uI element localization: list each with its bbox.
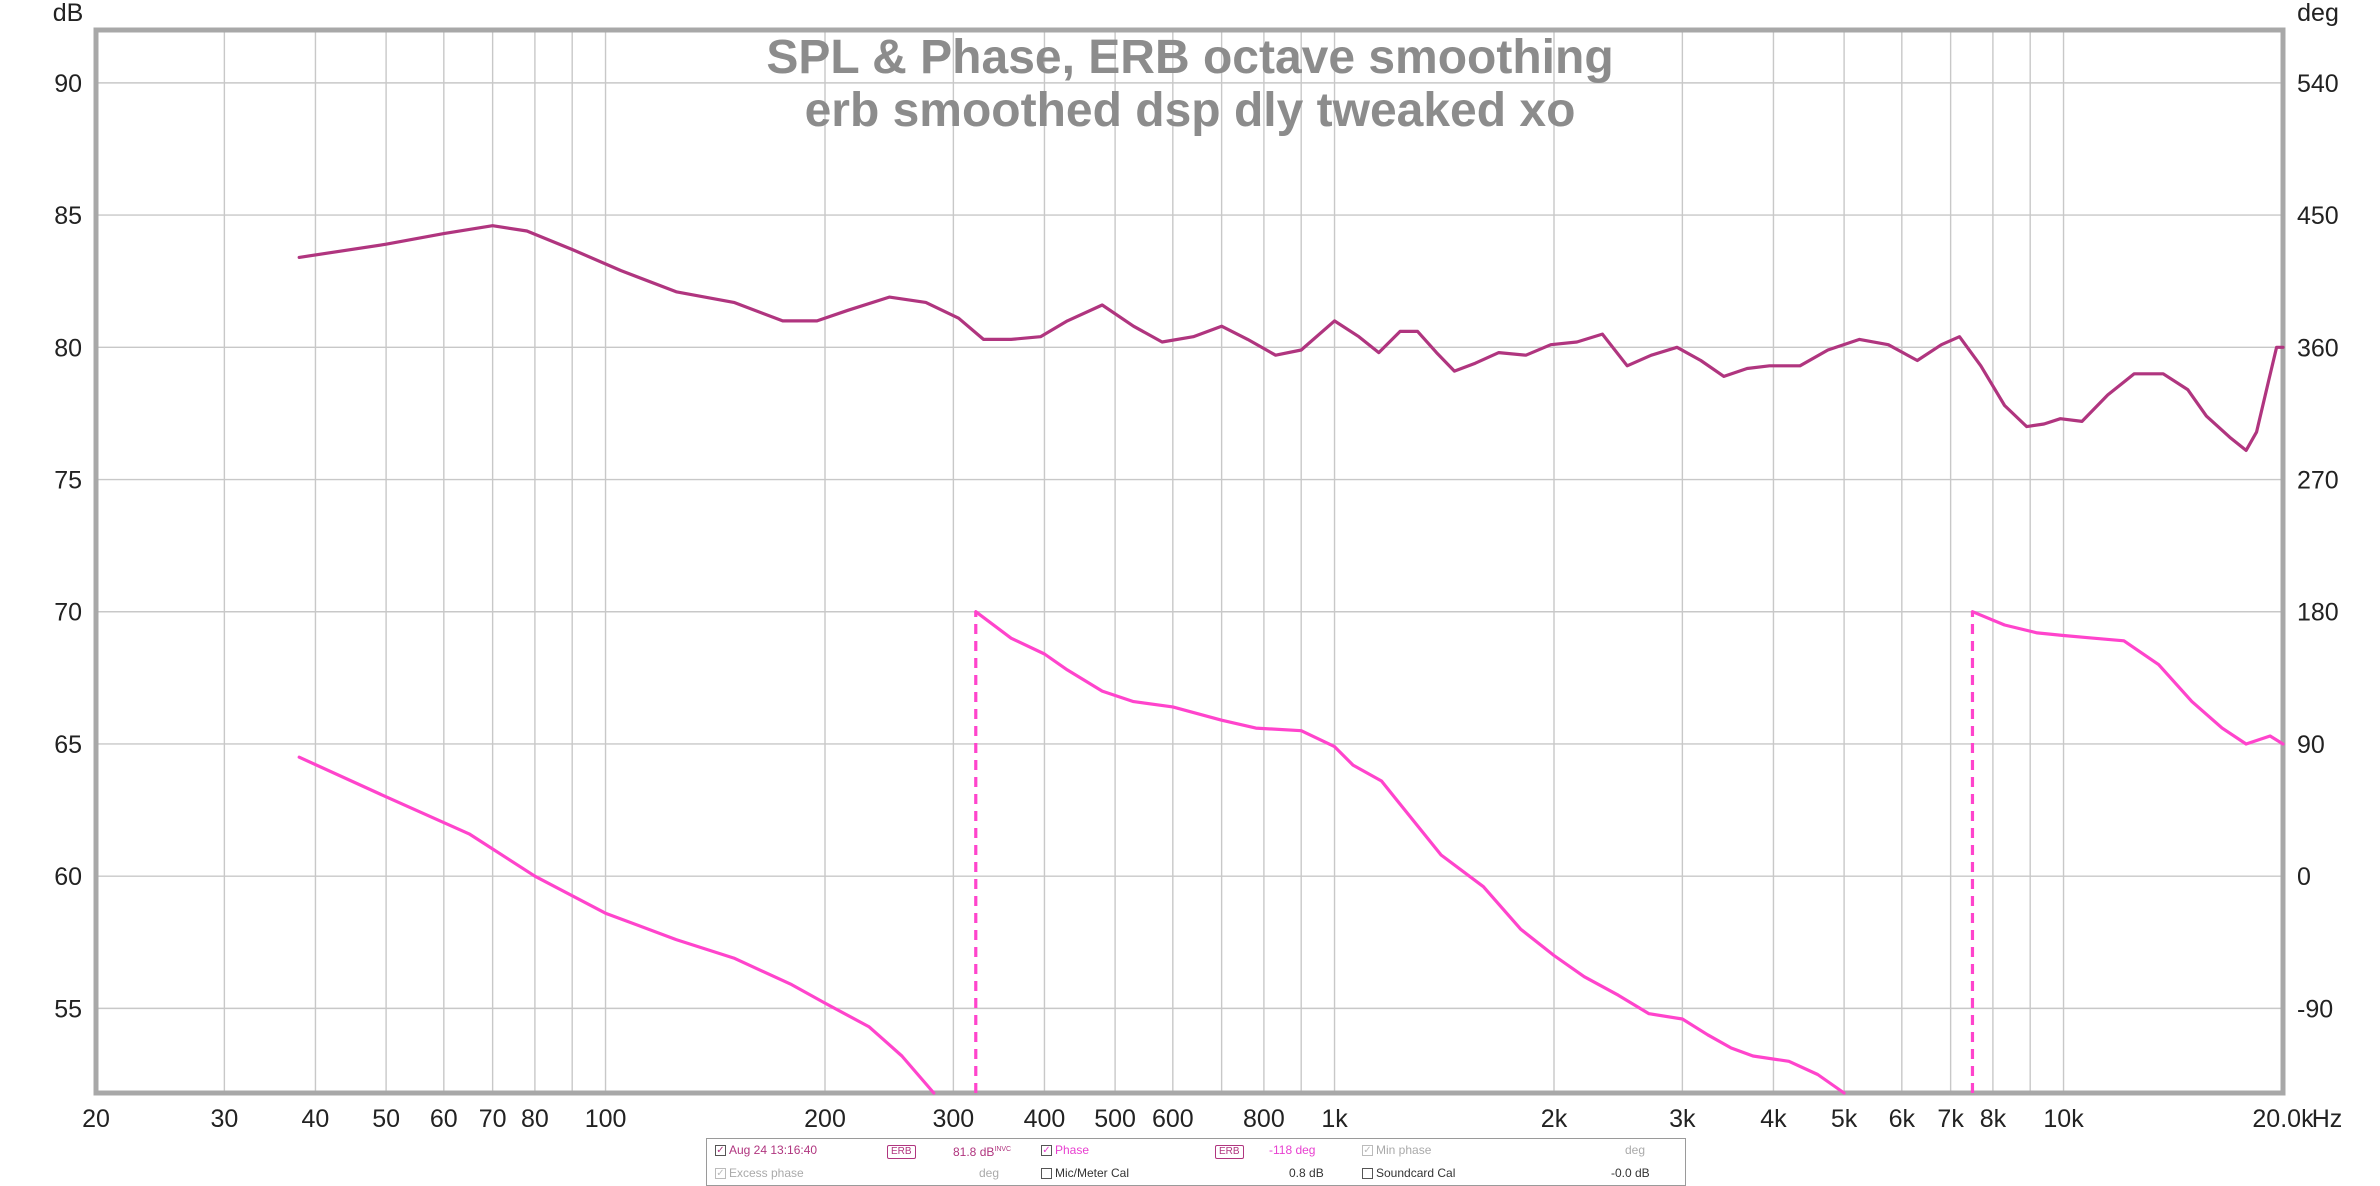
phase-label: Phase	[1055, 1143, 1090, 1157]
x-tick-label: 20	[82, 1105, 110, 1133]
y-right-tick-label: 360	[2297, 334, 2339, 362]
y-left-tick-label: 55	[54, 995, 82, 1023]
excess-phase-unit: deg	[979, 1166, 1000, 1180]
x-tick-label: 5k	[1831, 1105, 1858, 1133]
mic-cal-value: 0.8 dB	[1289, 1166, 1324, 1180]
y-right-tick-label: -90	[2297, 995, 2333, 1023]
spl-line	[297, 224, 2285, 452]
y-right-tick-label: 540	[2297, 70, 2339, 98]
chart-title: SPL & Phase, ERB octave smoothing	[766, 31, 1613, 84]
x-tick-label: 400	[1024, 1105, 1066, 1133]
soundcard-cal-value: -0.0 dB	[1611, 1166, 1650, 1180]
phase-line	[297, 610, 2285, 1095]
y-right-tick-label: 180	[2297, 599, 2339, 627]
checkbox-checked-icon[interactable]: ✓	[1362, 1145, 1373, 1157]
y-left-unit-label: dB	[53, 0, 84, 27]
series-group	[297, 224, 2285, 1095]
legend-row-1: ✓ Aug 24 13:16:40 ERB 81.8 dBINVC ✓ Phase …	[707, 1139, 1685, 1161]
mic-cal-toggle[interactable]: Mic/Meter Cal	[1041, 1166, 1129, 1180]
x-tick-label: 10k	[2043, 1105, 2084, 1133]
y-right-tick-label: 90	[2297, 731, 2325, 759]
checkbox-checked-icon[interactable]: ✓	[1041, 1145, 1052, 1157]
checkbox-checked-icon[interactable]: ✓	[715, 1145, 726, 1157]
checkbox-empty-icon[interactable]	[1041, 1168, 1052, 1180]
x-tick-label: 6k	[1889, 1105, 1916, 1133]
measurement-name: Aug 24 13:16:40	[729, 1143, 818, 1157]
y-left-tick-label: 85	[54, 202, 82, 230]
x-tick-label: 4k	[1760, 1105, 1787, 1133]
legend-row-2: ✓ Excess phase deg Mic/Meter Cal 0.8 dB S…	[707, 1162, 1685, 1184]
phase-readout: -118 deg	[1269, 1143, 1316, 1157]
x-tick-label: 20.0k	[2252, 1105, 2314, 1133]
y-left-tick-label: 60	[54, 863, 82, 891]
x-tick-label: 600	[1152, 1105, 1194, 1133]
y-right-tick-label: 450	[2297, 202, 2339, 230]
spl-erb-badge: ERB	[887, 1143, 916, 1159]
y-left-tick-label: 80	[54, 334, 82, 362]
x-tick-label: 7k	[1937, 1105, 1964, 1133]
grid	[95, 30, 2284, 1093]
y-right-tick-label: 0	[2297, 863, 2311, 891]
spl-readout: 81.8 dBINVC	[953, 1145, 1012, 1159]
plot-area	[96, 30, 2283, 1093]
plot-border	[93, 27, 2286, 1096]
x-tick-label: 100	[585, 1105, 627, 1133]
y-left-tick-label: 65	[54, 731, 82, 759]
x-tick-label: 3k	[1669, 1105, 1696, 1133]
x-tick-label: 2k	[1541, 1105, 1568, 1133]
x-tick-label: 60	[430, 1105, 458, 1133]
x-tick-label: 30	[210, 1105, 238, 1133]
x-tick-label: 500	[1094, 1105, 1136, 1133]
min-phase-unit: deg	[1625, 1143, 1646, 1157]
y-left-tick-label: 90	[54, 70, 82, 98]
legend-panel: ✓ Aug 24 13:16:40 ERB 81.8 dBINVC ✓ Phase …	[706, 1138, 1686, 1186]
y-right-unit-label: deg	[2297, 0, 2339, 27]
x-tick-label: 8k	[1980, 1105, 2007, 1133]
measurement-toggle[interactable]: ✓ Aug 24 13:16:40	[715, 1143, 817, 1157]
x-tick-label: 300	[933, 1105, 975, 1133]
y-left-tick-label: 75	[54, 467, 82, 495]
phase-erb-badge: ERB	[1215, 1143, 1244, 1159]
x-unit-label: Hz	[2312, 1105, 2343, 1133]
chart-subtitle: erb smoothed dsp dly tweaked xo	[805, 84, 1576, 137]
x-tick-label: 80	[521, 1105, 549, 1133]
axis-labels: 55 60 65 70 75 80 85 90 -90 0 90 180 270 360 450 540 20 3…	[53, 0, 2343, 1133]
x-tick-label: 50	[372, 1105, 400, 1133]
x-tick-label: 800	[1243, 1105, 1285, 1133]
phase-toggle[interactable]: ✓ Phase	[1041, 1143, 1089, 1157]
checkbox-checked-icon[interactable]: ✓	[715, 1168, 726, 1180]
y-right-tick-label: 270	[2297, 467, 2339, 495]
x-tick-label: 200	[804, 1105, 846, 1133]
excess-phase-toggle[interactable]: ✓ Excess phase	[715, 1166, 804, 1180]
min-phase-toggle[interactable]: ✓ Min phase	[1362, 1143, 1432, 1157]
x-tick-label: 70	[479, 1105, 507, 1133]
plot-frame	[93, 27, 2286, 1096]
soundcard-cal-toggle[interactable]: Soundcard Cal	[1362, 1166, 1455, 1180]
y-left-tick-label: 70	[54, 599, 82, 627]
checkbox-empty-icon[interactable]	[1362, 1168, 1373, 1180]
x-tick-label: 1k	[1321, 1105, 1348, 1133]
x-tick-label: 40	[302, 1105, 330, 1133]
